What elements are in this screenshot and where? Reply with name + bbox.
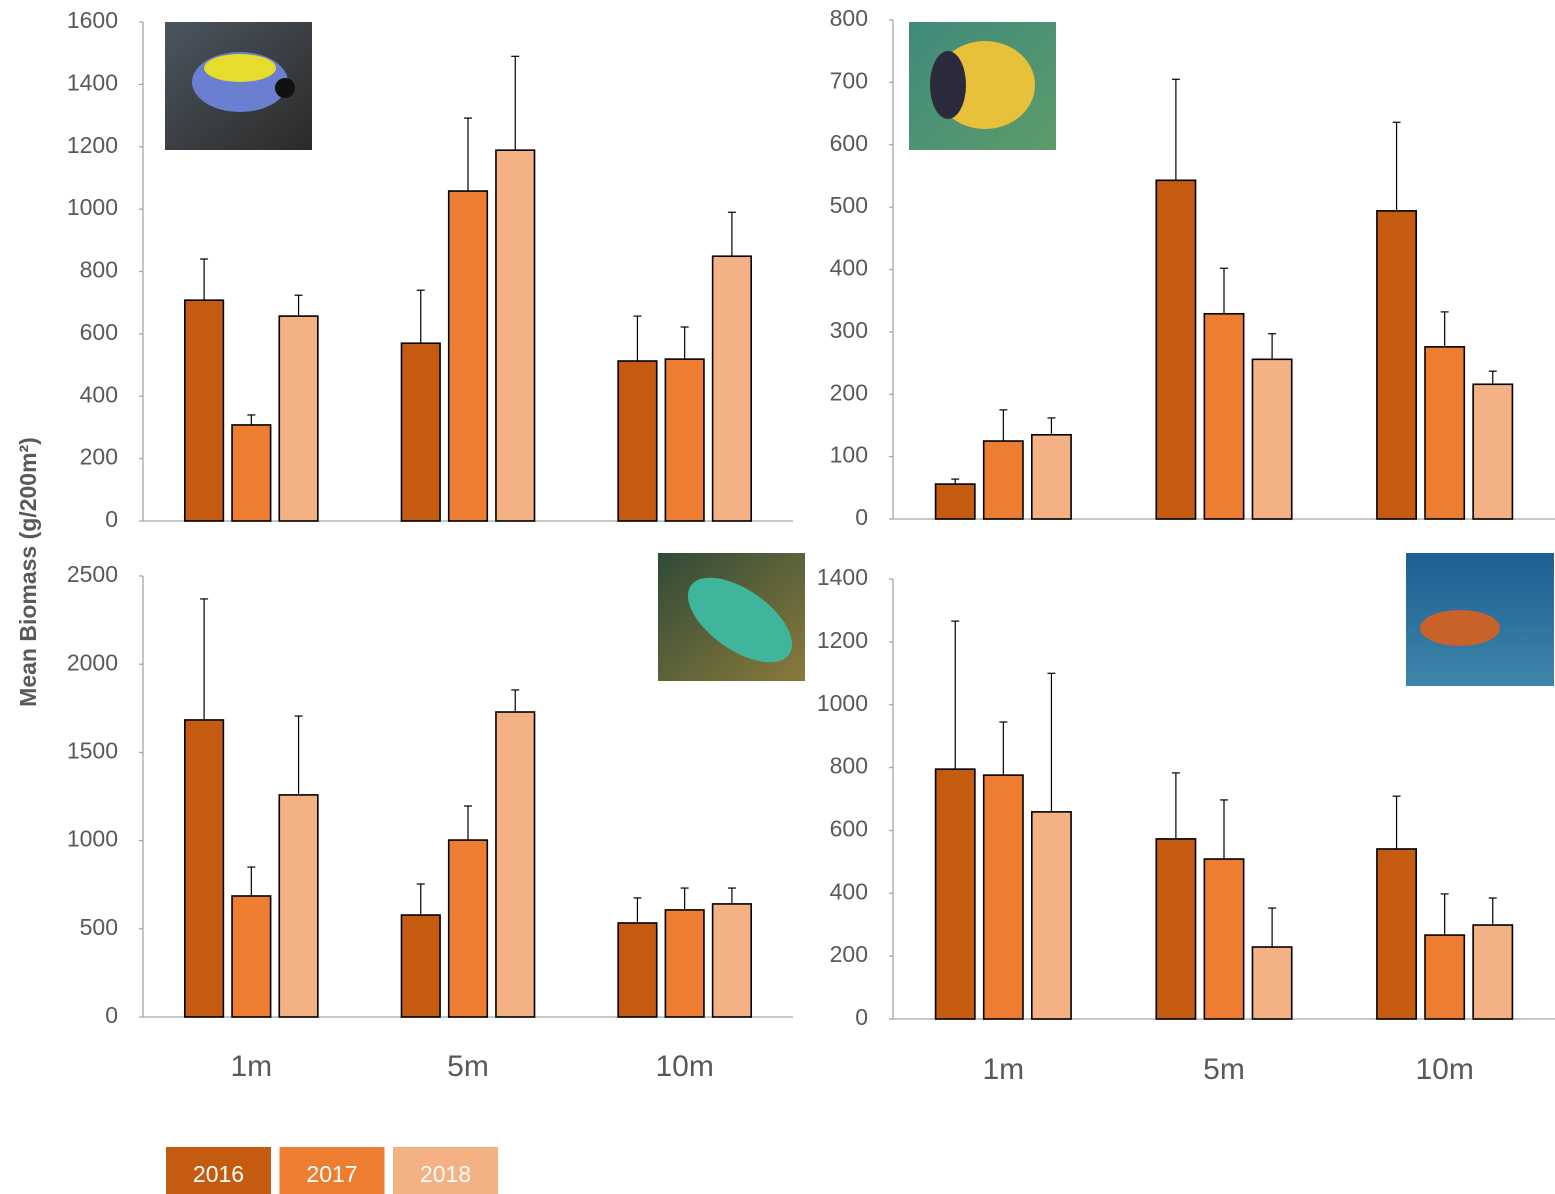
bar — [279, 316, 318, 521]
x-tick-label: 5m — [447, 1050, 489, 1083]
bar — [1156, 839, 1195, 1019]
bar — [936, 769, 975, 1019]
y-tick-label: 2000 — [67, 649, 118, 675]
y-tick-label: 1000 — [67, 826, 118, 852]
bar — [618, 361, 657, 521]
y-tick-label: 1000 — [67, 194, 118, 220]
y-tick-label: 1400 — [817, 564, 868, 590]
y-tick-label: 1400 — [67, 69, 118, 95]
bar — [665, 910, 704, 1017]
legend-label: 2016 — [193, 1161, 244, 1187]
bar — [496, 150, 535, 521]
y-tick-label: 800 — [80, 257, 118, 283]
bar — [449, 191, 488, 521]
bar — [1252, 947, 1291, 1019]
y-tick-label: 2500 — [67, 561, 118, 587]
bar — [1204, 314, 1243, 519]
y-tick-label: 400 — [830, 255, 868, 281]
y-tick-label: 400 — [830, 878, 868, 904]
y-tick-label: 800 — [830, 5, 868, 31]
bar — [1032, 812, 1071, 1019]
y-tick-label: 200 — [830, 941, 868, 967]
bar — [496, 712, 535, 1017]
x-tick-label: 10m — [1415, 1053, 1473, 1086]
bar — [1252, 359, 1291, 519]
bar — [936, 484, 975, 519]
bar — [1377, 211, 1416, 519]
bar — [185, 720, 224, 1017]
bar — [1473, 925, 1512, 1019]
y-tick-label: 1600 — [67, 7, 118, 33]
bar — [1156, 180, 1195, 519]
y-tick-label: 400 — [80, 381, 118, 407]
fish-photo — [165, 22, 312, 150]
bar — [232, 896, 271, 1017]
y-tick-label: 1000 — [817, 690, 868, 716]
figure: Mean Biomass (g/200m²) 02004006008001000… — [0, 0, 1555, 1194]
fish-photo — [909, 22, 1056, 150]
y-tick-label: 200 — [80, 444, 118, 470]
x-tick-label: 1m — [230, 1050, 272, 1083]
legend-label: 2017 — [306, 1161, 357, 1187]
y-tick-label: 800 — [830, 753, 868, 779]
bar — [279, 795, 318, 1017]
y-tick-label: 600 — [830, 130, 868, 156]
bar — [232, 425, 271, 521]
bar — [713, 256, 752, 521]
y-tick-label: 1200 — [67, 132, 118, 158]
y-tick-label: 100 — [830, 442, 868, 468]
bar — [449, 840, 488, 1017]
x-tick-label: 1m — [982, 1053, 1024, 1086]
y-tick-label: 1200 — [817, 627, 868, 653]
y-tick-label: 500 — [80, 914, 118, 940]
y-tick-label: 600 — [80, 319, 118, 345]
bar — [984, 775, 1023, 1019]
bar — [401, 343, 440, 521]
bar — [1425, 935, 1464, 1019]
y-tick-label: 0 — [105, 1002, 118, 1028]
bar — [1032, 435, 1071, 519]
y-tick-label: 500 — [830, 192, 868, 218]
bar — [1377, 849, 1416, 1019]
x-tick-label: 5m — [1203, 1053, 1245, 1086]
bar — [618, 923, 657, 1017]
bar — [665, 359, 704, 521]
legend-label: 2018 — [420, 1161, 471, 1187]
bar — [401, 915, 440, 1017]
y-tick-label: 0 — [105, 506, 118, 532]
fish-photo — [658, 553, 806, 681]
bar — [713, 904, 752, 1017]
y-tick-label: 300 — [830, 317, 868, 343]
x-tick-label: 10m — [655, 1050, 713, 1083]
y-tick-label: 700 — [830, 67, 868, 93]
y-tick-label: 0 — [855, 1004, 868, 1030]
bar — [1204, 859, 1243, 1019]
fish-photo — [1406, 553, 1554, 686]
y-tick-label: 0 — [855, 504, 868, 530]
bar — [984, 441, 1023, 519]
bar — [185, 300, 224, 521]
bar — [1425, 347, 1464, 519]
bar — [1473, 384, 1512, 519]
y-tick-label: 600 — [830, 816, 868, 842]
y-tick-label: 1500 — [67, 737, 118, 763]
y-tick-label: 200 — [830, 379, 868, 405]
y-axis-label: Mean Biomass (g/200m²) — [15, 437, 41, 707]
